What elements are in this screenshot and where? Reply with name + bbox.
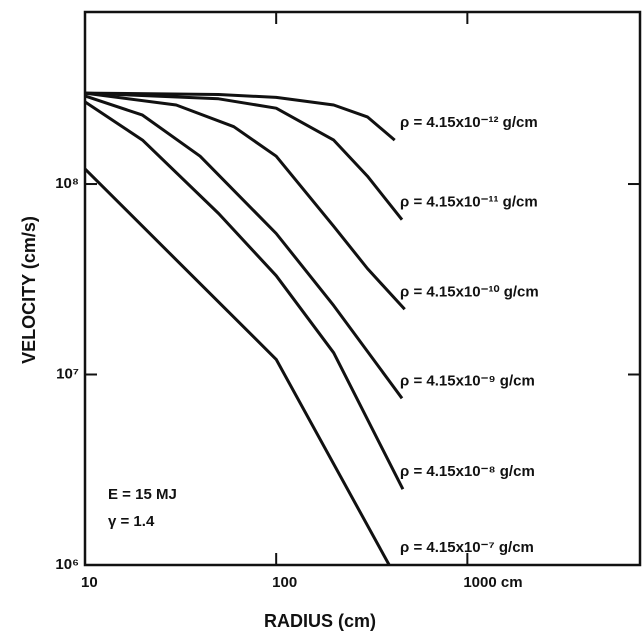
x-tick-label: 100 <box>272 574 297 591</box>
series-line <box>84 91 396 142</box>
series-label: ρ = 4.15x10⁻⁹ g/cm <box>400 372 535 389</box>
series-label: ρ = 4.15x10⁻¹² g/cm <box>400 114 538 131</box>
series-label: ρ = 4.15x10⁻¹¹ g/cm <box>400 194 538 211</box>
series-line <box>83 167 391 566</box>
series-label: ρ = 4.15x10⁻⁸ g/cm <box>400 463 535 480</box>
x-tick-label: 1000 cm <box>463 574 522 591</box>
series-label: ρ = 4.15x10⁻¹⁰ g/cm <box>400 283 539 300</box>
series-line <box>84 91 404 221</box>
plot-frame <box>83 10 642 567</box>
series-line <box>84 91 406 311</box>
y-tick-label: 10⁸ <box>55 175 79 192</box>
annotation: E = 15 MJ <box>108 486 177 503</box>
y-axis-label: VELOCITY (cm/s) <box>19 216 39 364</box>
series-line <box>84 100 405 490</box>
annotation: γ = 1.4 <box>108 513 155 530</box>
y-tick-label: 10⁶ <box>55 556 79 573</box>
x-tick-label: 10 <box>81 574 98 591</box>
series-label: ρ = 4.15x10⁻⁷ g/cm <box>400 539 534 556</box>
x-axis-label: RADIUS (cm) <box>264 611 376 631</box>
series-line <box>84 94 404 400</box>
y-tick-label: 10⁷ <box>56 365 79 382</box>
